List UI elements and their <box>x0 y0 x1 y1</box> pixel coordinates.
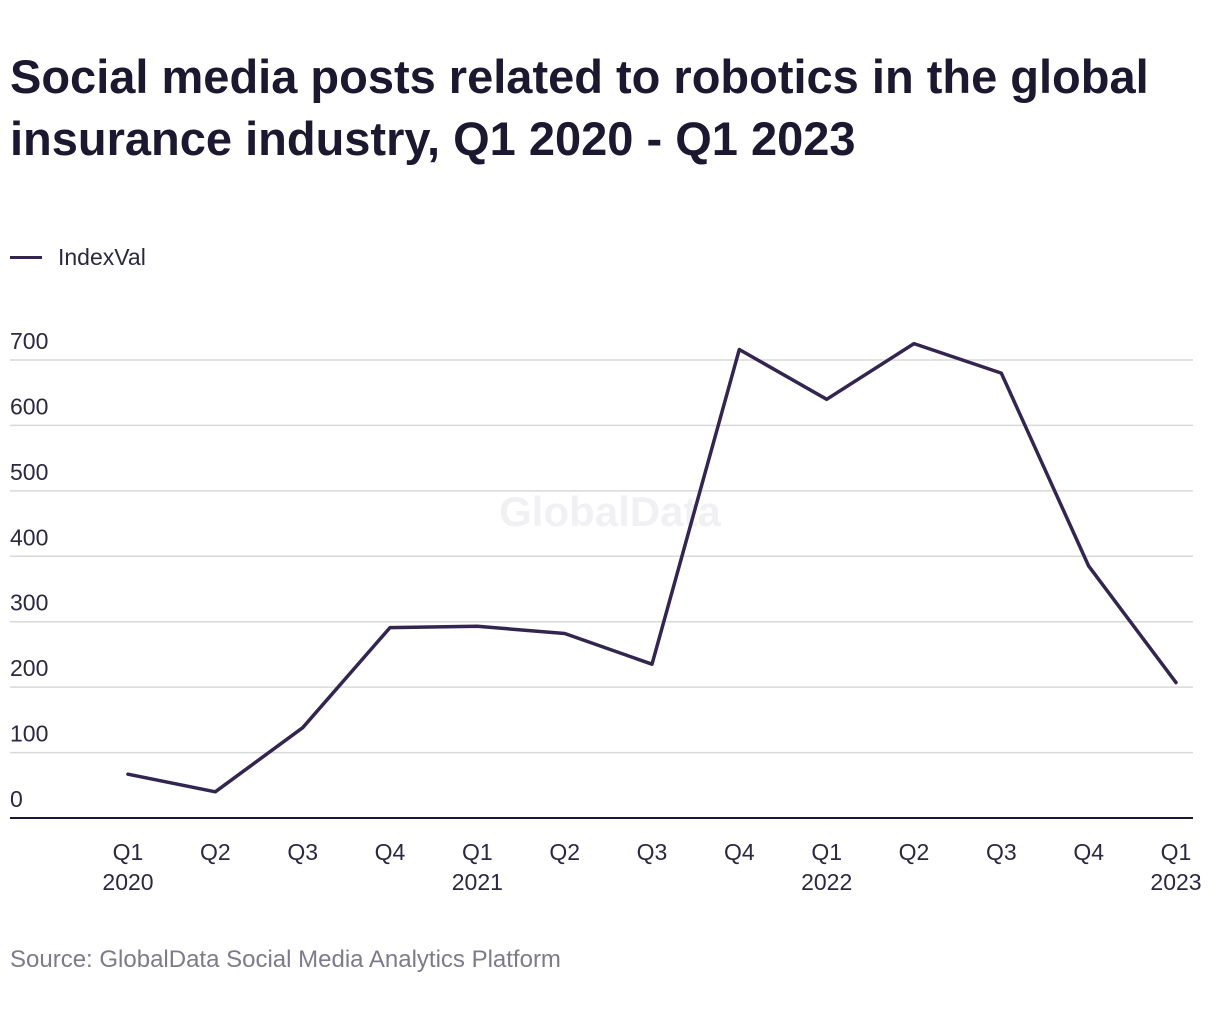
y-tick-label: 100 <box>10 721 48 747</box>
y-tick-label: 400 <box>10 524 48 550</box>
x-tick-label: Q3 <box>637 839 668 865</box>
x-tick-label: Q2 <box>899 839 930 865</box>
x-tick-label: Q2 <box>200 839 231 865</box>
y-tick-label: 500 <box>10 459 48 485</box>
x-tick-label: Q1 2021 <box>452 839 503 895</box>
x-tick-label: Q4 <box>1073 839 1104 865</box>
x-tick-label: Q3 <box>986 839 1017 865</box>
x-tick-label: Q1 2023 <box>1150 839 1201 895</box>
legend-swatch <box>10 255 42 259</box>
x-tick-label: Q4 <box>724 839 755 865</box>
watermark: GlobalData <box>499 488 721 535</box>
y-axis-ticks: 0 100 200 300 400 500 600 700 <box>10 328 48 812</box>
line-chart: GlobalData 0 100 200 300 400 500 600 700 Q1 2020… <box>10 328 1202 895</box>
x-tick-label: Q1 2020 <box>102 839 153 895</box>
y-tick-label: 300 <box>10 590 48 616</box>
legend-label: IndexVal <box>58 243 146 270</box>
x-tick-label: Q4 <box>375 839 406 865</box>
x-axis-ticks: Q1 2020 Q2 Q3 Q4 Q1 2021 Q2 Q3 Q4 Q1 2022 Q2 Q3 Q4 Q1 20… <box>102 839 1201 895</box>
y-tick-label: 700 <box>10 328 48 354</box>
x-tick-label: Q2 <box>549 839 580 865</box>
series-line-indexval <box>126 341 1178 794</box>
x-tick-label: Q3 <box>287 839 318 865</box>
y-tick-label: 200 <box>10 655 48 681</box>
legend: IndexVal <box>10 243 146 271</box>
y-tick-label: 600 <box>10 393 48 419</box>
x-tick-label: Q1 2022 <box>801 839 852 895</box>
y-tick-label: 0 <box>10 786 23 812</box>
source-note: Source: GlobalData Social Media Analytic… <box>10 946 561 973</box>
chart-title: Social media posts related to robotics i… <box>10 50 1149 165</box>
gridlines <box>10 359 1193 754</box>
